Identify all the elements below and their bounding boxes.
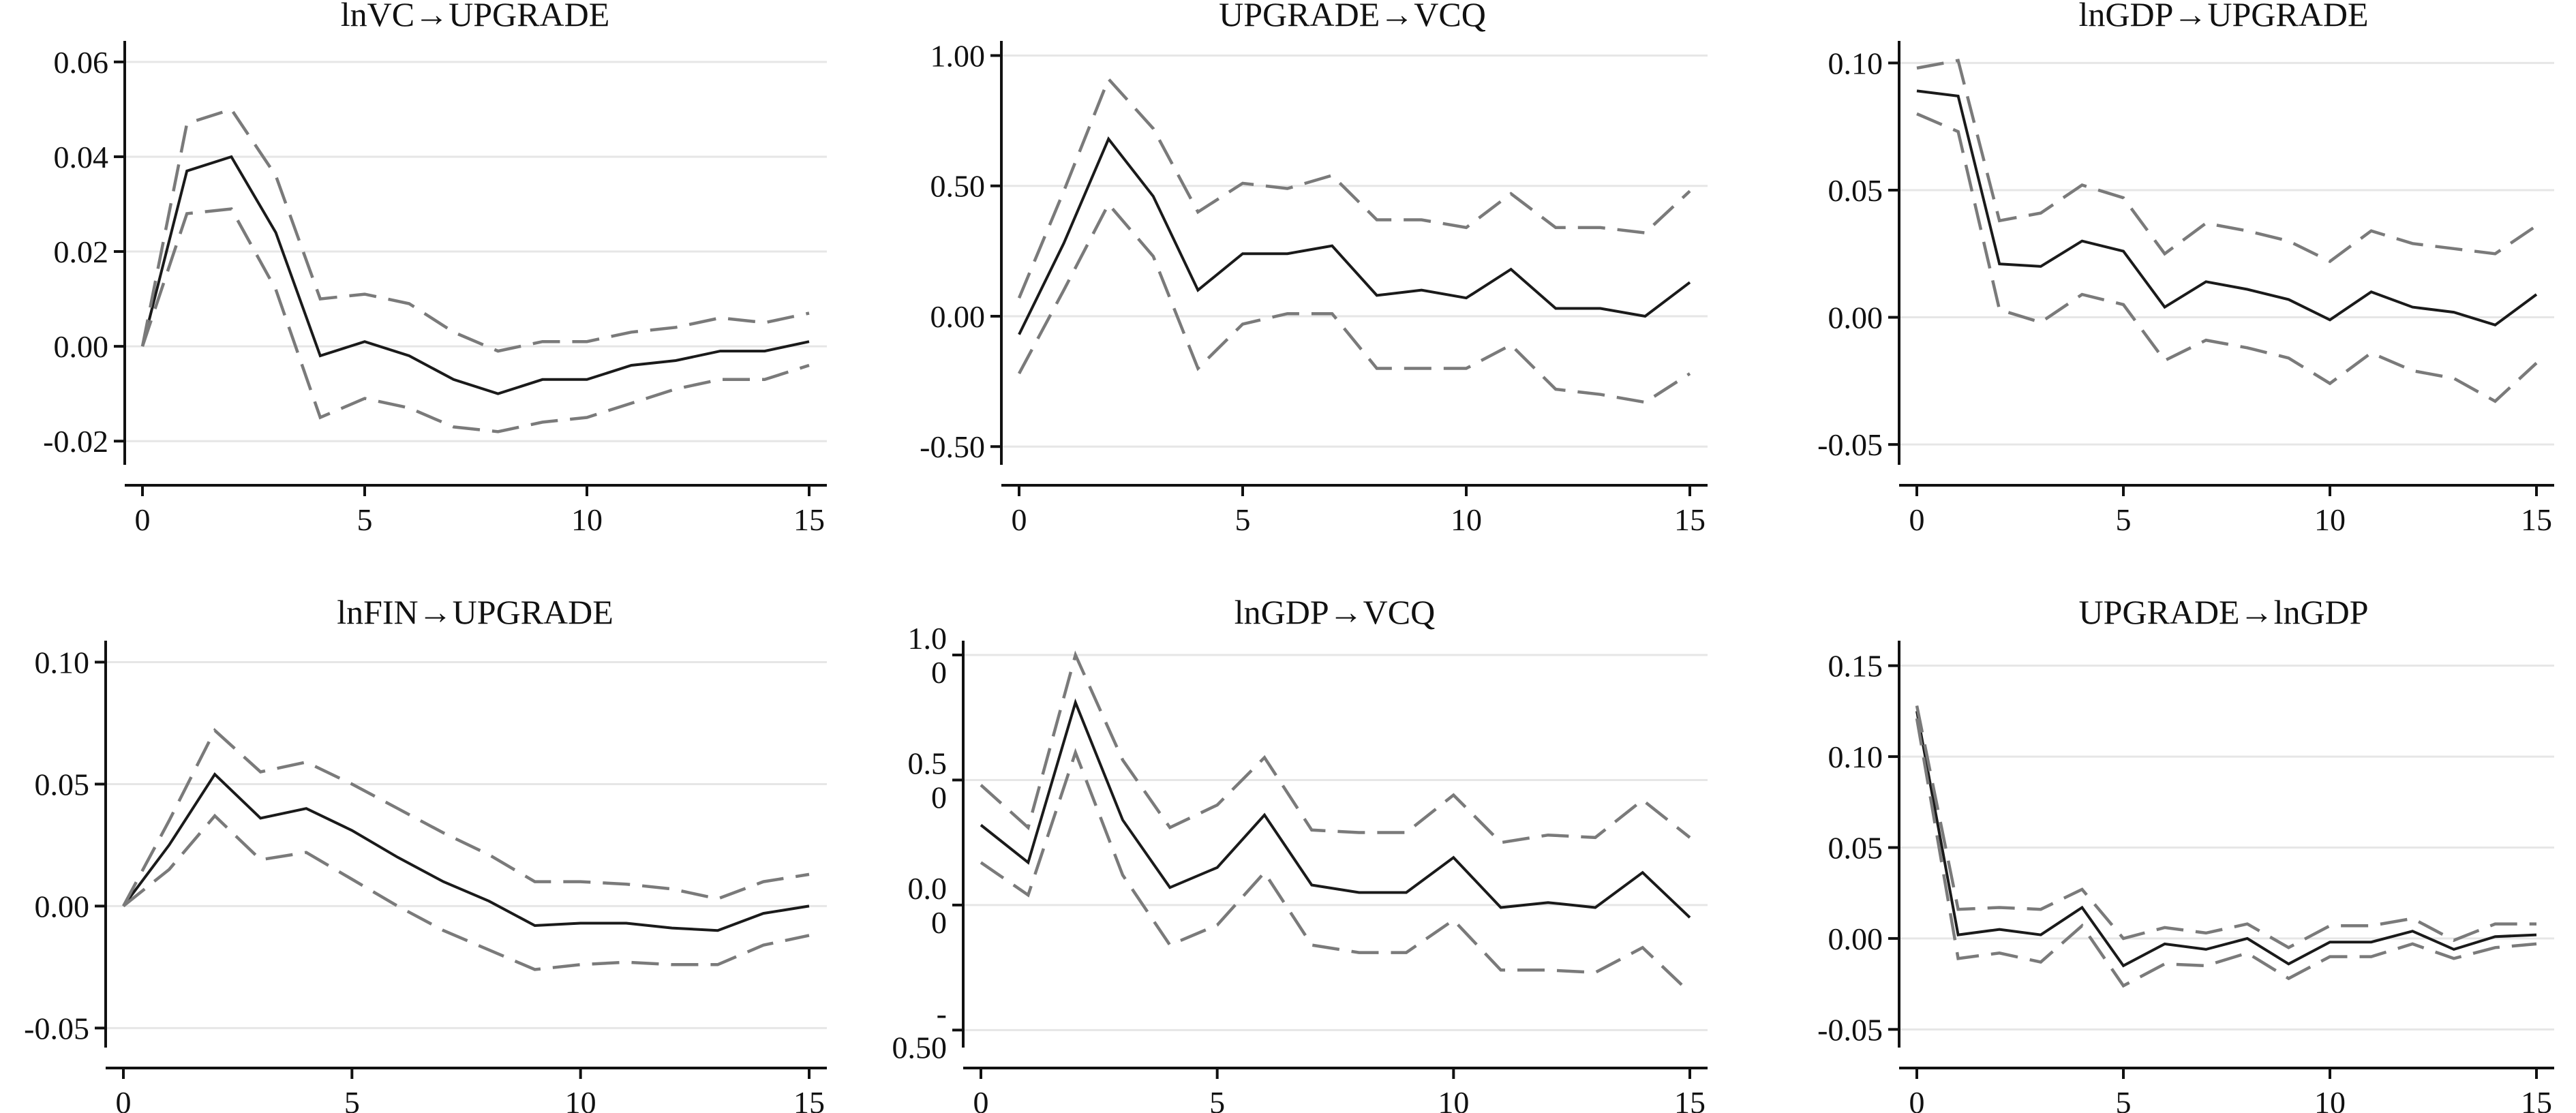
panel-2: UPGRADE→VCQ -0.50 0.00 0.50 1.00 0 5 10 15 bbox=[920, 0, 1708, 537]
ci-lower-line bbox=[980, 748, 1691, 994]
y-tick-label: -0.02 bbox=[43, 424, 108, 459]
x-tick-label: 5 bbox=[344, 1085, 360, 1113]
y-tick-label: 0.15 bbox=[1828, 649, 1883, 684]
y-tick-label: 0.00 bbox=[54, 329, 109, 364]
irf-line bbox=[1915, 711, 2537, 968]
ci-lower-line bbox=[1018, 201, 1691, 404]
x-tick-label: 15 bbox=[793, 502, 825, 537]
panel-title: lnVC→UPGRADE bbox=[341, 0, 609, 33]
ci-lower-line bbox=[1916, 112, 2538, 403]
y-tick-label: -0.50 bbox=[920, 429, 985, 464]
y-tick-label: 0.10 bbox=[1828, 740, 1883, 774]
panel-4: lnFIN→UPGRADE -0.05 0.00 0.05 0.10 0 5 10 15 bbox=[24, 593, 827, 1113]
panel-title: lnFIN→UPGRADE bbox=[337, 593, 613, 631]
y-tick-label: -0.50 bbox=[892, 996, 948, 1065]
x-tick-label: 15 bbox=[793, 1085, 825, 1113]
panel-title: lnGDP→VCQ bbox=[1234, 593, 1435, 631]
ci-upper-line bbox=[122, 728, 810, 907]
x-tick-label: 10 bbox=[1451, 502, 1482, 537]
panel-title: UPGRADE→VCQ bbox=[1219, 0, 1486, 33]
x-tick-label: 15 bbox=[2521, 1085, 2552, 1113]
panel-5: lnGDP→VCQ -0.50 0.0 0 0.5 0 1.0 0 0 5 10 15 bbox=[892, 593, 1708, 1113]
y-tick-label: 0.06 bbox=[54, 45, 109, 80]
y-tick-label: -0.05 bbox=[24, 1011, 89, 1046]
y-tick-label: 0.10 bbox=[1828, 46, 1883, 80]
ci-upper-line bbox=[1017, 76, 1691, 299]
irf-line bbox=[141, 155, 810, 395]
x-tick-label: 15 bbox=[2521, 502, 2552, 537]
y-tick-label: 0.05 bbox=[1828, 173, 1883, 208]
x-tick-label: 10 bbox=[571, 502, 603, 537]
y-tick-label: 0.00 bbox=[1828, 301, 1883, 335]
ci-upper-line bbox=[140, 107, 810, 353]
x-tick-label: 15 bbox=[1674, 1085, 1706, 1113]
y-tick-label: 0.50 bbox=[930, 169, 986, 204]
ci-lower-line bbox=[140, 207, 810, 433]
x-tick-label: 10 bbox=[565, 1085, 596, 1113]
irf-line bbox=[122, 772, 810, 932]
y-tick-label: -0.05 bbox=[1817, 427, 1883, 462]
ci-upper-line bbox=[1916, 59, 2538, 264]
ci-upper-line bbox=[980, 650, 1691, 844]
irf-line bbox=[980, 698, 1691, 919]
irf-line bbox=[1018, 136, 1691, 335]
y-tick-label: 0.00 bbox=[930, 299, 986, 334]
x-tick-label: 0 bbox=[135, 502, 151, 537]
y-tick-label: 0.05 bbox=[35, 767, 90, 802]
x-tick-label: 5 bbox=[1209, 1085, 1225, 1113]
x-tick-label: 10 bbox=[2314, 502, 2346, 537]
x-tick-label: 5 bbox=[2116, 1085, 2132, 1113]
panel-title: UPGRADE→lnGDP bbox=[2078, 593, 2368, 631]
panel-6: UPGRADE→lnGDP -0.05 0.00 0.05 0.10 0.15 0 5 10 15 bbox=[1817, 593, 2554, 1113]
panel-title: lnGDP→UPGRADE bbox=[2078, 0, 2368, 33]
ci-upper-line bbox=[1915, 705, 2536, 949]
y-tick-label: 0.02 bbox=[54, 234, 109, 269]
x-tick-label: 5 bbox=[2116, 502, 2132, 537]
x-tick-label: 5 bbox=[1235, 502, 1251, 537]
x-tick-label: 0 bbox=[1909, 1085, 1925, 1113]
ci-lower-line bbox=[122, 813, 810, 971]
x-tick-label: 10 bbox=[2314, 1085, 2346, 1113]
x-tick-label: 0 bbox=[1012, 502, 1027, 537]
irf-line bbox=[1916, 89, 2538, 327]
x-tick-label: 0 bbox=[973, 1085, 989, 1113]
x-tick-label: 5 bbox=[357, 502, 373, 537]
y-tick-label: -0.05 bbox=[1817, 1012, 1883, 1047]
y-tick-label: 0.04 bbox=[54, 140, 109, 174]
ci-lower-line bbox=[1915, 718, 2537, 988]
x-tick-label: 15 bbox=[1674, 502, 1706, 537]
y-tick-label: 0.05 bbox=[1828, 831, 1883, 866]
y-tick-label: 0.00 bbox=[35, 889, 90, 924]
x-tick-label: 0 bbox=[116, 1085, 132, 1113]
y-tick-label: 0.00 bbox=[1828, 921, 1883, 956]
panel-3: lnGDP→UPGRADE -0.05 0.00 0.05 0.10 0 5 10 15 bbox=[1817, 0, 2554, 537]
panel-1: lnVC→UPGRADE -0.02 0.00 0.02 0.04 0.06 0 5 10 15 bbox=[43, 0, 827, 537]
x-tick-label: 10 bbox=[1438, 1085, 1469, 1113]
y-tick-label: 0.10 bbox=[35, 645, 90, 680]
x-tick-label: 0 bbox=[1909, 502, 1925, 537]
y-tick-label: 1.00 bbox=[930, 38, 986, 73]
